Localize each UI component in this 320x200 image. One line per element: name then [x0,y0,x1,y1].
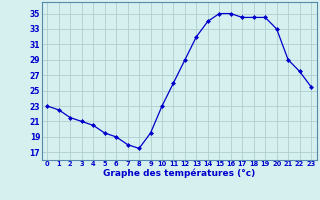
X-axis label: Graphe des températures (°c): Graphe des températures (°c) [103,169,255,178]
